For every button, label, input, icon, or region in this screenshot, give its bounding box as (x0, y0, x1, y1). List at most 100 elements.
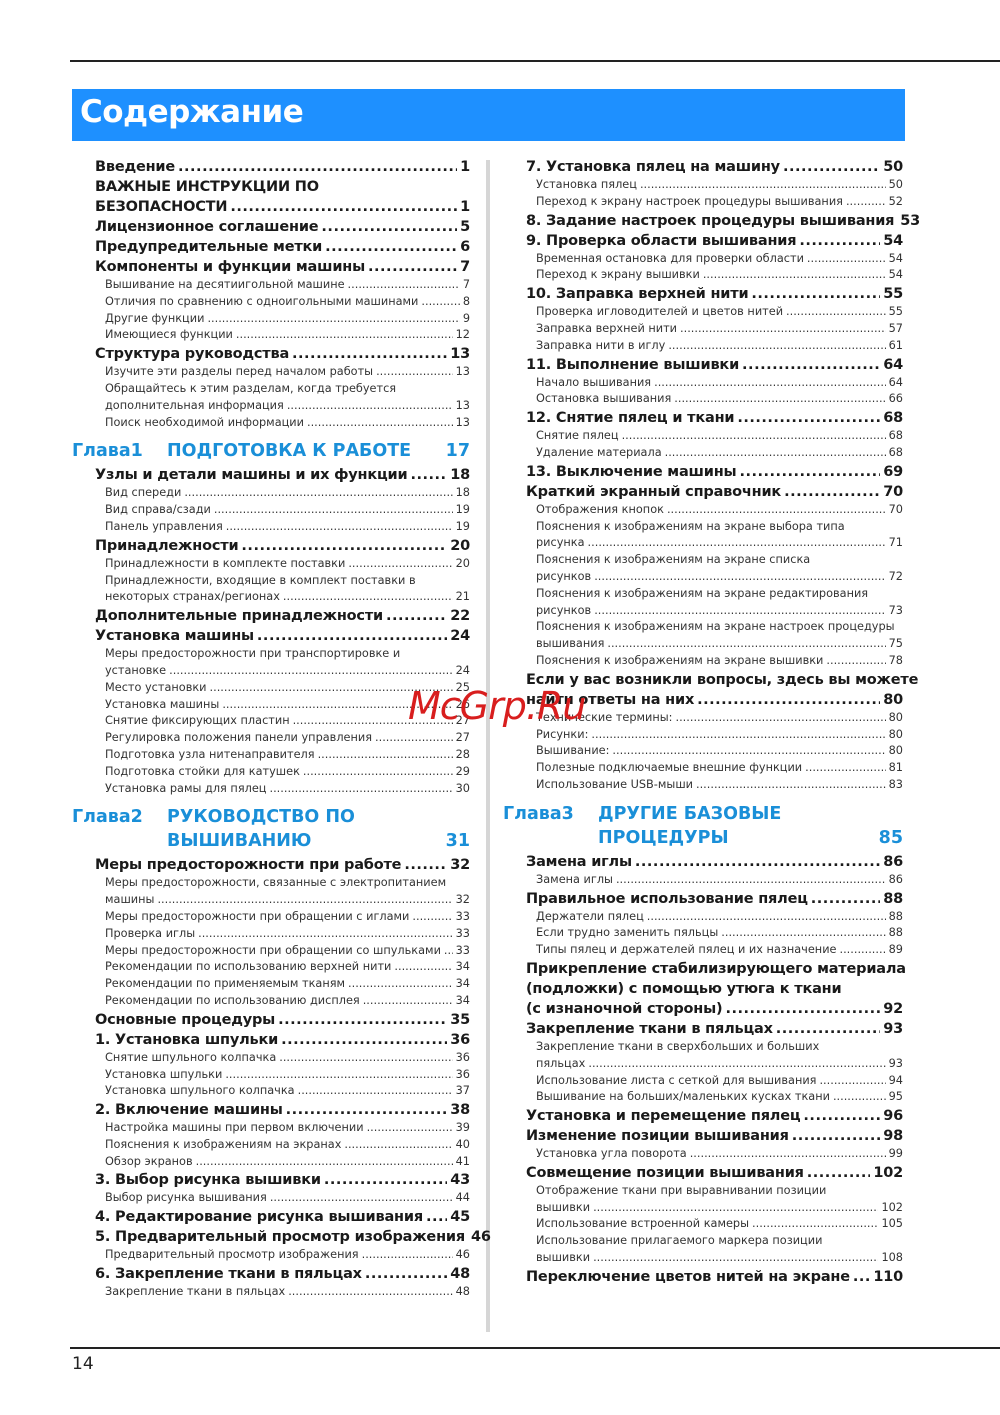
toc-subentry[interactable]: Установка угла поворота 99 (503, 1146, 903, 1163)
toc-entry[interactable]: Установка машины 24 (72, 626, 470, 646)
toc-subentry[interactable]: Заправка верхней нити 57 (503, 321, 903, 338)
toc-subentry[interactable]: Технические термины: 80 (503, 710, 903, 727)
toc-entry[interactable]: Закрепление ткани в пяльцах 93 (503, 1019, 903, 1039)
toc-subentry[interactable]: Заправка нити в иглу 61 (503, 338, 903, 355)
toc-subentry[interactable]: Полезные подключаемые внешние функции 81 (503, 760, 903, 777)
toc-subentry[interactable]: Установка шпульки 36 (72, 1067, 470, 1084)
toc-subentry[interactable]: Подготовка узла нитенаправителя 28 (72, 747, 470, 764)
toc-entry[interactable]: Основные процедуры 35 (72, 1010, 470, 1030)
toc-subentry[interactable]: Вышивание на десятиигольной машине 7 (72, 277, 470, 294)
toc-subentry[interactable]: Настройка машины при первом включении 39 (72, 1120, 470, 1137)
toc-subentry[interactable]: Обзор экранов 41 (72, 1154, 470, 1171)
toc-subentry[interactable]: Установка шпульного колпачка 37 (72, 1083, 470, 1100)
toc-subentry[interactable]: Снятие пялец 68 (503, 428, 903, 445)
toc-subentry[interactable]: Типы пялец и держателей пялец и их назна… (503, 942, 903, 959)
toc-entry[interactable]: ВАЖНЫЕ ИНСТРУКЦИИ ПО БЕЗОПАСНОСТИ 1 (72, 177, 470, 217)
toc-subentry[interactable]: Пояснения к изображениям на экране редак… (503, 586, 903, 620)
toc-subentry[interactable]: Закрепление ткани в пяльцах 48 (72, 1284, 470, 1301)
toc-subentry[interactable]: Регулировка положения панели управления 2… (72, 730, 470, 747)
toc-entry[interactable]: Введение 1 (72, 157, 470, 177)
toc-subentry[interactable]: Выбор рисунка вышивания 44 (72, 1190, 470, 1207)
toc-entry[interactable]: 10. Заправка верхней нити 55 (503, 284, 903, 304)
toc-subentry[interactable]: Удаление материала 68 (503, 445, 903, 462)
toc-entry[interactable]: 6. Закрепление ткани в пяльцах 48 (72, 1264, 470, 1284)
chapter-heading[interactable]: Глава1 ПОДГОТОВКА К РАБОТЕ 17 (72, 439, 470, 463)
toc-entry[interactable]: 3. Выбор рисунка вышивки 43 (72, 1170, 470, 1190)
toc-entry[interactable]: Правильное использование пялец 88 (503, 889, 903, 909)
toc-subentry[interactable]: Использование встроенной камеры 105 (503, 1216, 903, 1233)
toc-subentry[interactable]: Установка пялец 50 (503, 177, 903, 194)
toc-subentry[interactable]: Установка машины 26 (72, 697, 470, 714)
toc-subentry[interactable]: Вышивание на больших/маленьких кусках тк… (503, 1089, 903, 1106)
toc-subentry[interactable]: Использование прилагаемого маркера позиц… (503, 1233, 903, 1267)
toc-entry[interactable]: 13. Выключение машины 69 (503, 462, 903, 482)
toc-entry[interactable]: Прикрепление стабилизирующего материала (… (503, 959, 906, 1019)
toc-subentry[interactable]: Пояснения к изображениям на экране настр… (503, 619, 903, 653)
toc-entry[interactable]: Структура руководства 13 (72, 344, 470, 364)
toc-subentry[interactable]: Имеющиеся функции 12 (72, 327, 470, 344)
toc-entry[interactable]: Лицензионное соглашение 5 (72, 217, 470, 237)
toc-subentry[interactable]: Принадлежности, входящие в комплект пост… (72, 573, 470, 607)
toc-subentry[interactable]: Начало вышивания 64 (503, 375, 903, 392)
toc-entry[interactable]: 1. Установка шпульки 36 (72, 1030, 470, 1050)
toc-subentry[interactable]: Использование USB-мыши 83 (503, 777, 903, 794)
toc-subentry[interactable]: Панель управления 19 (72, 519, 470, 536)
toc-subentry[interactable]: Пояснения к изображениям на экранах 40 (72, 1137, 470, 1154)
toc-subentry[interactable]: Снятие шпульного колпачка 36 (72, 1050, 470, 1067)
toc-subentry[interactable]: Переход к экрану вышивки 54 (503, 267, 903, 284)
toc-subentry[interactable]: Поиск необходимой информации 13 (72, 415, 470, 432)
toc-entry[interactable]: Компоненты и функции машины 7 (72, 257, 470, 277)
toc-entry[interactable]: 8. Задание настроек процедуры вышивания 5… (503, 211, 920, 231)
toc-subentry[interactable]: Обращайтесь к этим разделам, когда требу… (72, 381, 470, 415)
toc-entry[interactable]: 2. Включение машины 38 (72, 1100, 470, 1120)
toc-entry[interactable]: Меры предосторожности при работе 32 (72, 855, 470, 875)
toc-entry[interactable]: 7. Установка пялец на машину 50 (503, 157, 903, 177)
toc-entry[interactable]: Если у вас возникли вопросы, здесь вы мо… (503, 670, 918, 710)
toc-subentry[interactable]: Предварительный просмотр изображения 46 (72, 1247, 470, 1264)
toc-subentry[interactable]: Принадлежности в комплекте поставки 20 (72, 556, 470, 573)
toc-entry[interactable]: Предупредительные метки 6 (72, 237, 470, 257)
toc-subentry[interactable]: Рекомендации по использованию верхней ни… (72, 959, 470, 976)
toc-subentry[interactable]: Место установки 25 (72, 680, 470, 697)
toc-subentry[interactable]: Отличия по сравнению с одноигольными маш… (72, 294, 470, 311)
toc-subentry[interactable]: Снятие фиксирующих пластин 27 (72, 713, 470, 730)
toc-subentry[interactable]: Остановка вышивания 66 (503, 391, 903, 408)
toc-subentry[interactable]: Подготовка стойки для катушек 29 (72, 764, 470, 781)
toc-entry[interactable]: Замена иглы 86 (503, 852, 903, 872)
toc-subentry[interactable]: Вид справа/сзади 19 (72, 502, 470, 519)
toc-subentry[interactable]: Временная остановка для проверки области… (503, 251, 903, 268)
toc-subentry[interactable]: Переход к экрану настроек процедуры выши… (503, 194, 903, 211)
toc-subentry[interactable]: Установка рамы для пялец 30 (72, 781, 470, 798)
toc-subentry[interactable]: Пояснения к изображениям на экране вышив… (503, 653, 903, 670)
toc-entry[interactable]: 11. Выполнение вышивки 64 (503, 355, 903, 375)
toc-subentry[interactable]: Пояснения к изображениям на экране выбор… (503, 519, 903, 553)
toc-subentry[interactable]: Рекомендации по использованию дисплея 34 (72, 993, 470, 1010)
toc-subentry[interactable]: Отображение ткани при выравнивании позиц… (503, 1183, 903, 1217)
toc-subentry[interactable]: Замена иглы 86 (503, 872, 903, 889)
toc-entry[interactable]: Дополнительные принадлежности 22 (72, 606, 470, 626)
toc-entry[interactable]: Краткий экранный справочник 70 (503, 482, 903, 502)
toc-entry[interactable]: Изменение позиции вышивания 98 (503, 1126, 903, 1146)
toc-subentry[interactable]: Вышивание: 80 (503, 743, 903, 760)
toc-entry[interactable]: Принадлежности 20 (72, 536, 470, 556)
toc-entry[interactable]: 12. Снятие пялец и ткани 68 (503, 408, 903, 428)
toc-entry[interactable]: Переключение цветов нитей на экране 110 (503, 1267, 903, 1287)
toc-subentry[interactable]: Пояснения к изображениям на экране списк… (503, 552, 903, 586)
toc-subentry[interactable]: Рекомендации по применяемым тканям 34 (72, 976, 470, 993)
toc-entry[interactable]: Узлы и детали машины и их функции 18 (72, 465, 470, 485)
chapter-heading[interactable]: Глава3 ДРУГИЕ БАЗОВЫЕ ПРОЦЕДУРЫ 85 (503, 802, 903, 850)
toc-subentry[interactable]: Вид спереди 18 (72, 485, 470, 502)
toc-subentry[interactable]: Другие функции 9 (72, 311, 470, 328)
chapter-heading[interactable]: Глава2 РУКОВОДСТВО ПО ВЫШИВАНИЮ 31 (72, 805, 470, 853)
toc-entry[interactable]: Совмещение позиции вышивания 102 (503, 1163, 903, 1183)
toc-subentry[interactable]: Меры предосторожности, связанные с элект… (72, 875, 470, 909)
toc-entry[interactable]: 4. Редактирование рисунка вышивания 45 (72, 1207, 470, 1227)
toc-subentry[interactable]: Проверка иглы 33 (72, 926, 470, 943)
toc-subentry[interactable]: Меры предосторожности при обращении со ш… (72, 943, 470, 960)
toc-entry[interactable]: 9. Проверка области вышивания 54 (503, 231, 903, 251)
toc-entry[interactable]: Установка и перемещение пялец 96 (503, 1106, 903, 1126)
toc-subentry[interactable]: Проверка игловодителей и цветов нитей 55 (503, 304, 903, 321)
toc-subentry[interactable]: Закрепление ткани в сверхбольших и больш… (503, 1039, 903, 1073)
toc-subentry[interactable]: Если трудно заменить пяльцы 88 (503, 925, 903, 942)
toc-entry[interactable]: 5. Предварительный просмотр изображения 4… (72, 1227, 491, 1247)
